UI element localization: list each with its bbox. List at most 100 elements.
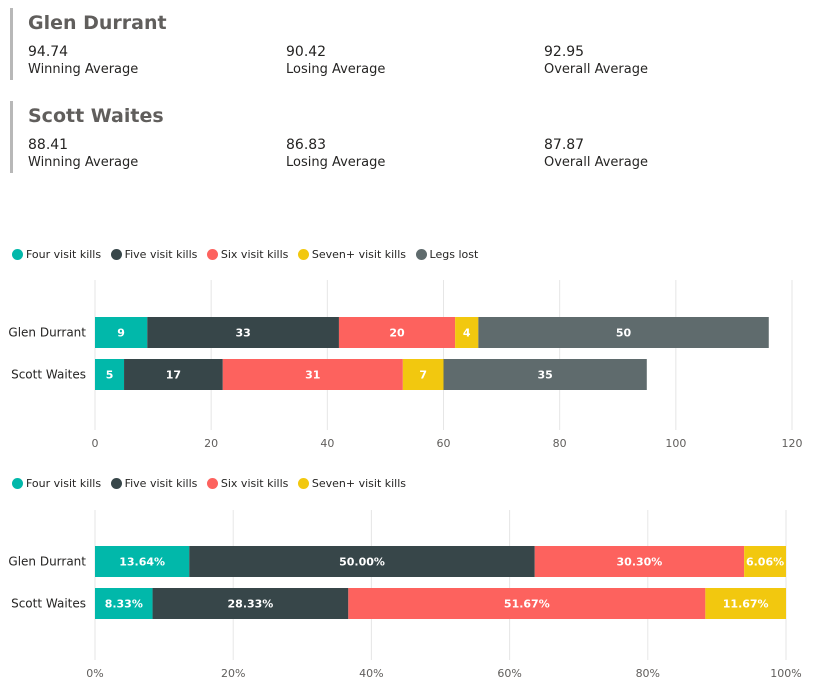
legend-label: Seven+ visit kills (311, 477, 407, 490)
legend-item-six-visit-kills[interactable]: Six visit kills (206, 248, 289, 261)
legend-label: Four visit kills (26, 477, 102, 490)
data-label: 31 (305, 369, 320, 382)
data-label: 9 (117, 327, 125, 340)
legend-label: Legs lost (429, 248, 479, 261)
legend-label: Six visit kills (220, 248, 289, 261)
bar-segment-six-visit-kills (338, 317, 456, 348)
bar-segment-seven-visit-kills (402, 359, 444, 390)
legend-dot-icon (110, 249, 122, 260)
x-tick-label: 100% (770, 667, 801, 680)
data-label: 4 (463, 327, 471, 340)
bar-segment-five-visit-kills (152, 588, 349, 619)
data-label: 7 (419, 369, 427, 382)
x-tick-label: 100 (665, 437, 686, 450)
bar-segment-seven-visit-kills (455, 317, 479, 348)
category-label: Glen Durrant (8, 326, 86, 340)
kpi-losing-average: 90.42 Losing Average (286, 44, 385, 78)
x-tick-label: 0% (86, 667, 103, 680)
data-label: 51.67% (504, 598, 550, 611)
legend-item-six-visit-kills[interactable]: Six visit kills (206, 477, 289, 490)
bar-segment-four-visit-kills (95, 546, 190, 577)
data-label: 8.33% (105, 598, 143, 611)
data-label: 35 (537, 369, 552, 382)
category-label: Glen Durrant (8, 555, 86, 569)
data-label: 33 (235, 327, 250, 340)
data-label: 50.00% (339, 556, 385, 569)
legend-dot-icon (297, 478, 309, 489)
kpi-losing-average: 86.83 Losing Average (286, 137, 385, 171)
legend-item-four-visit-kills[interactable]: Four visit kills (12, 248, 101, 261)
x-tick-label: 40% (359, 667, 383, 680)
bar-segment-five-visit-kills (124, 359, 223, 390)
legend-dot-icon (12, 478, 23, 489)
bar-segment-legs-lost (443, 359, 647, 390)
legend-label: Six visit kills (220, 477, 289, 490)
bar-segment-six-visit-kills (348, 588, 706, 619)
data-label: 5 (106, 369, 114, 382)
percent-stacked-bar-chart: 0% 20% 40% 60% 80% 100% Glen Durrant 13.64% 50.0… (8, 510, 802, 680)
x-tick-label: 20 (204, 437, 218, 450)
kpi-label: Winning Average (28, 62, 139, 77)
x-tick-label: 60 (437, 437, 451, 450)
data-label: 50 (616, 327, 632, 340)
legend-item-five-visit-kills[interactable]: Five visit kills (110, 248, 198, 261)
kpi-value: 94.74 (28, 44, 69, 60)
kpi-overall-average: 87.87 Overall Average (544, 137, 648, 171)
player-card-1: Glen Durrant 94.74 Winning Average 90.42… (10, 8, 803, 80)
bar-segment-five-visit-kills (147, 317, 339, 348)
legend-count-chart: Four visit kills Five visit kills Six vi… (12, 248, 484, 264)
kpi-winning-average: 94.74 Winning Average (28, 44, 138, 78)
kpi-value: 92.95 (544, 44, 585, 60)
kpi-value: 86.83 (286, 137, 327, 153)
x-tick-label: 20% (221, 667, 245, 680)
kpi-label: Overall Average (544, 155, 648, 170)
data-label: 11.67% (723, 598, 769, 611)
x-tick-label: 120 (782, 437, 803, 450)
x-tick-label: 80 (553, 437, 567, 450)
kpi-label: Losing Average (286, 155, 386, 170)
bar-segment-four-visit-kills (95, 588, 153, 619)
x-tick-label: 60% (497, 667, 521, 680)
data-label: 6.06% (746, 556, 784, 569)
x-tick-label: 40 (320, 437, 334, 450)
legend-dot-icon (206, 249, 218, 260)
data-label: 28.33% (228, 598, 274, 611)
kpi-value: 87.87 (544, 137, 585, 153)
bar-segment-six-visit-kills (534, 546, 745, 577)
kpi-value: 90.42 (286, 44, 327, 60)
data-label: 17 (166, 369, 181, 382)
data-label: 30.30% (617, 556, 663, 569)
kpi-winning-average: 88.41 Winning Average (28, 137, 138, 171)
x-tick-label: 80% (636, 667, 660, 680)
legend-dot-icon (297, 249, 309, 260)
legend-dot-icon (415, 249, 427, 260)
legend-item-four-visit-kills[interactable]: Four visit kills (12, 477, 101, 490)
bar-segment-seven-visit-kills (705, 588, 786, 619)
bar-segment-legs-lost (478, 317, 769, 348)
player-name: Scott Waites (28, 105, 164, 127)
kpi-label: Losing Average (286, 62, 386, 77)
player-name: Glen Durrant (28, 12, 167, 34)
data-label: 20 (389, 327, 405, 340)
kpi-label: Overall Average (544, 62, 648, 77)
legend-dot-icon (206, 478, 218, 489)
legend-label: Five visit kills (124, 248, 198, 261)
bar-segment-four-visit-kills (95, 359, 125, 390)
count-stacked-bar-chart: 0 20 40 60 80 100 120 Glen Durrant 9 33 20 4 50 Scott… (8, 280, 803, 450)
legend-label: Five visit kills (124, 477, 198, 490)
legend-item-seven-plus-visit-kills[interactable]: Seven+ visit kills (297, 248, 406, 261)
bar-segment-seven-visit-kills (744, 546, 786, 577)
kpi-value: 88.41 (28, 137, 69, 153)
player-card-2: Scott Waites 88.41 Winning Average 86.83… (10, 101, 803, 173)
kpi-overall-average: 92.95 Overall Average (544, 44, 648, 78)
kpi-label: Winning Average (28, 155, 139, 170)
legend-label: Four visit kills (26, 248, 102, 261)
category-label: Scott Waites (11, 368, 86, 382)
data-label: 13.64% (119, 556, 165, 569)
legend-item-legs-lost[interactable]: Legs lost (415, 248, 479, 261)
legend-dot-icon (12, 249, 23, 260)
legend-item-five-visit-kills[interactable]: Five visit kills (110, 477, 198, 490)
legend-item-seven-plus-visit-kills[interactable]: Seven+ visit kills (297, 477, 407, 490)
category-label: Scott Waites (11, 597, 86, 611)
legend-percent-chart: Four visit kills Five visit kills Six vi… (12, 477, 412, 493)
